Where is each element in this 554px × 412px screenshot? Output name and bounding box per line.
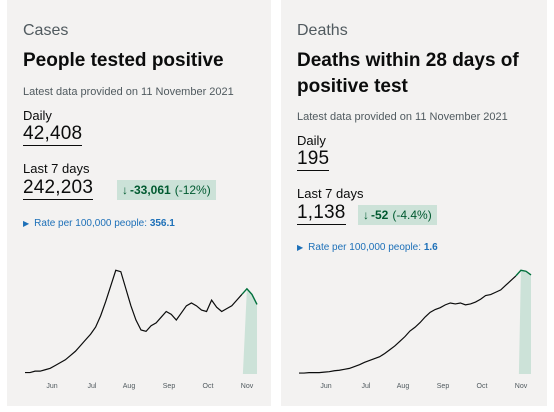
cases-series-line xyxy=(25,269,243,374)
change-badge: ↓ -33,061 (-12%) xyxy=(117,180,216,200)
deaths-chart-svg: Jun Jul Aug Sep Oct Nov xyxy=(299,269,532,390)
change-percent: (-12%) xyxy=(174,183,211,197)
card-category: Deaths xyxy=(297,22,348,39)
rate-value: 1.6 xyxy=(423,242,438,253)
card-title[interactable]: Deaths within 28 days of positive test xyxy=(297,48,519,100)
rate-label: Rate per 100,000 people: xyxy=(34,218,148,229)
rate-label: Rate per 100,000 people: xyxy=(308,242,422,253)
triangle-right-icon: ▶ xyxy=(23,219,30,228)
change-percent: (-4.4%) xyxy=(392,208,432,222)
last-7-days-label: Last 7 days xyxy=(23,161,90,176)
change-badge: ↓ -52 (-4.4%) xyxy=(358,205,437,225)
last-7-days-value[interactable]: 242,203 xyxy=(23,177,94,200)
card-title[interactable]: People tested positive xyxy=(23,50,224,71)
rate-toggle[interactable]: ▶ Rate per 100,000 people: 1.6 xyxy=(297,242,438,253)
cases-recent-line xyxy=(241,287,258,305)
deaths-x-tick-label: Oct xyxy=(477,383,488,390)
change-value: -52 xyxy=(371,208,389,222)
deaths-x-tick-label: Nov xyxy=(515,383,528,390)
deaths-recent-line xyxy=(515,269,532,277)
deaths-x-tick-label: Sep xyxy=(437,383,450,390)
cases-x-tick-label: Jul xyxy=(88,383,97,390)
cases-x-tick-label: Sep xyxy=(163,383,176,390)
daily-label: Daily xyxy=(297,133,326,148)
cases-chart: Jun Jul Aug Sep Oct Nov xyxy=(25,262,258,394)
last-7-days-label: Last 7 days xyxy=(297,186,364,201)
latest-data-text: Latest data provided on 11 November 2021 xyxy=(23,86,234,98)
deaths-card: Deaths Deaths within 28 days of positive… xyxy=(281,0,547,412)
card-title-line-2: positive test xyxy=(297,76,408,97)
deaths-chart: Jun Jul Aug Sep Oct Nov xyxy=(299,262,532,394)
deaths-recent-area xyxy=(518,270,531,374)
cases-x-tick-label: Oct xyxy=(203,383,214,390)
card-category: Cases xyxy=(23,22,69,39)
card-title-line-1: Deaths within 28 days of xyxy=(297,50,519,71)
daily-value[interactable]: 195 xyxy=(297,148,330,171)
latest-data-text: Latest data provided on 11 November 2021 xyxy=(297,111,508,123)
deaths-x-tick-label: Aug xyxy=(397,383,410,390)
triangle-right-icon: ▶ xyxy=(297,243,304,252)
cases-card: Cases People tested positive Latest data… xyxy=(7,0,271,412)
change-value: -33,061 xyxy=(130,183,171,197)
cases-x-tick-label: Jun xyxy=(46,383,57,390)
daily-value[interactable]: 42,408 xyxy=(23,123,83,146)
deaths-x-tick-label: Jun xyxy=(320,383,331,390)
cases-x-tick-label: Aug xyxy=(123,383,136,390)
cases-chart-svg: Jun Jul Aug Sep Oct Nov xyxy=(25,269,258,390)
down-arrow-icon: ↓ xyxy=(363,208,369,222)
down-arrow-icon: ↓ xyxy=(122,183,128,197)
rate-toggle[interactable]: ▶ Rate per 100,000 people: 356.1 xyxy=(23,218,175,229)
deaths-series-line xyxy=(299,275,517,374)
cases-recent-area xyxy=(242,288,257,374)
rate-value: 356.1 xyxy=(149,218,175,229)
deaths-x-tick-label: Jul xyxy=(362,383,371,390)
daily-label: Daily xyxy=(23,108,52,123)
cases-x-tick-label: Nov xyxy=(241,383,254,390)
last-7-days-value[interactable]: 1,138 xyxy=(297,202,346,225)
